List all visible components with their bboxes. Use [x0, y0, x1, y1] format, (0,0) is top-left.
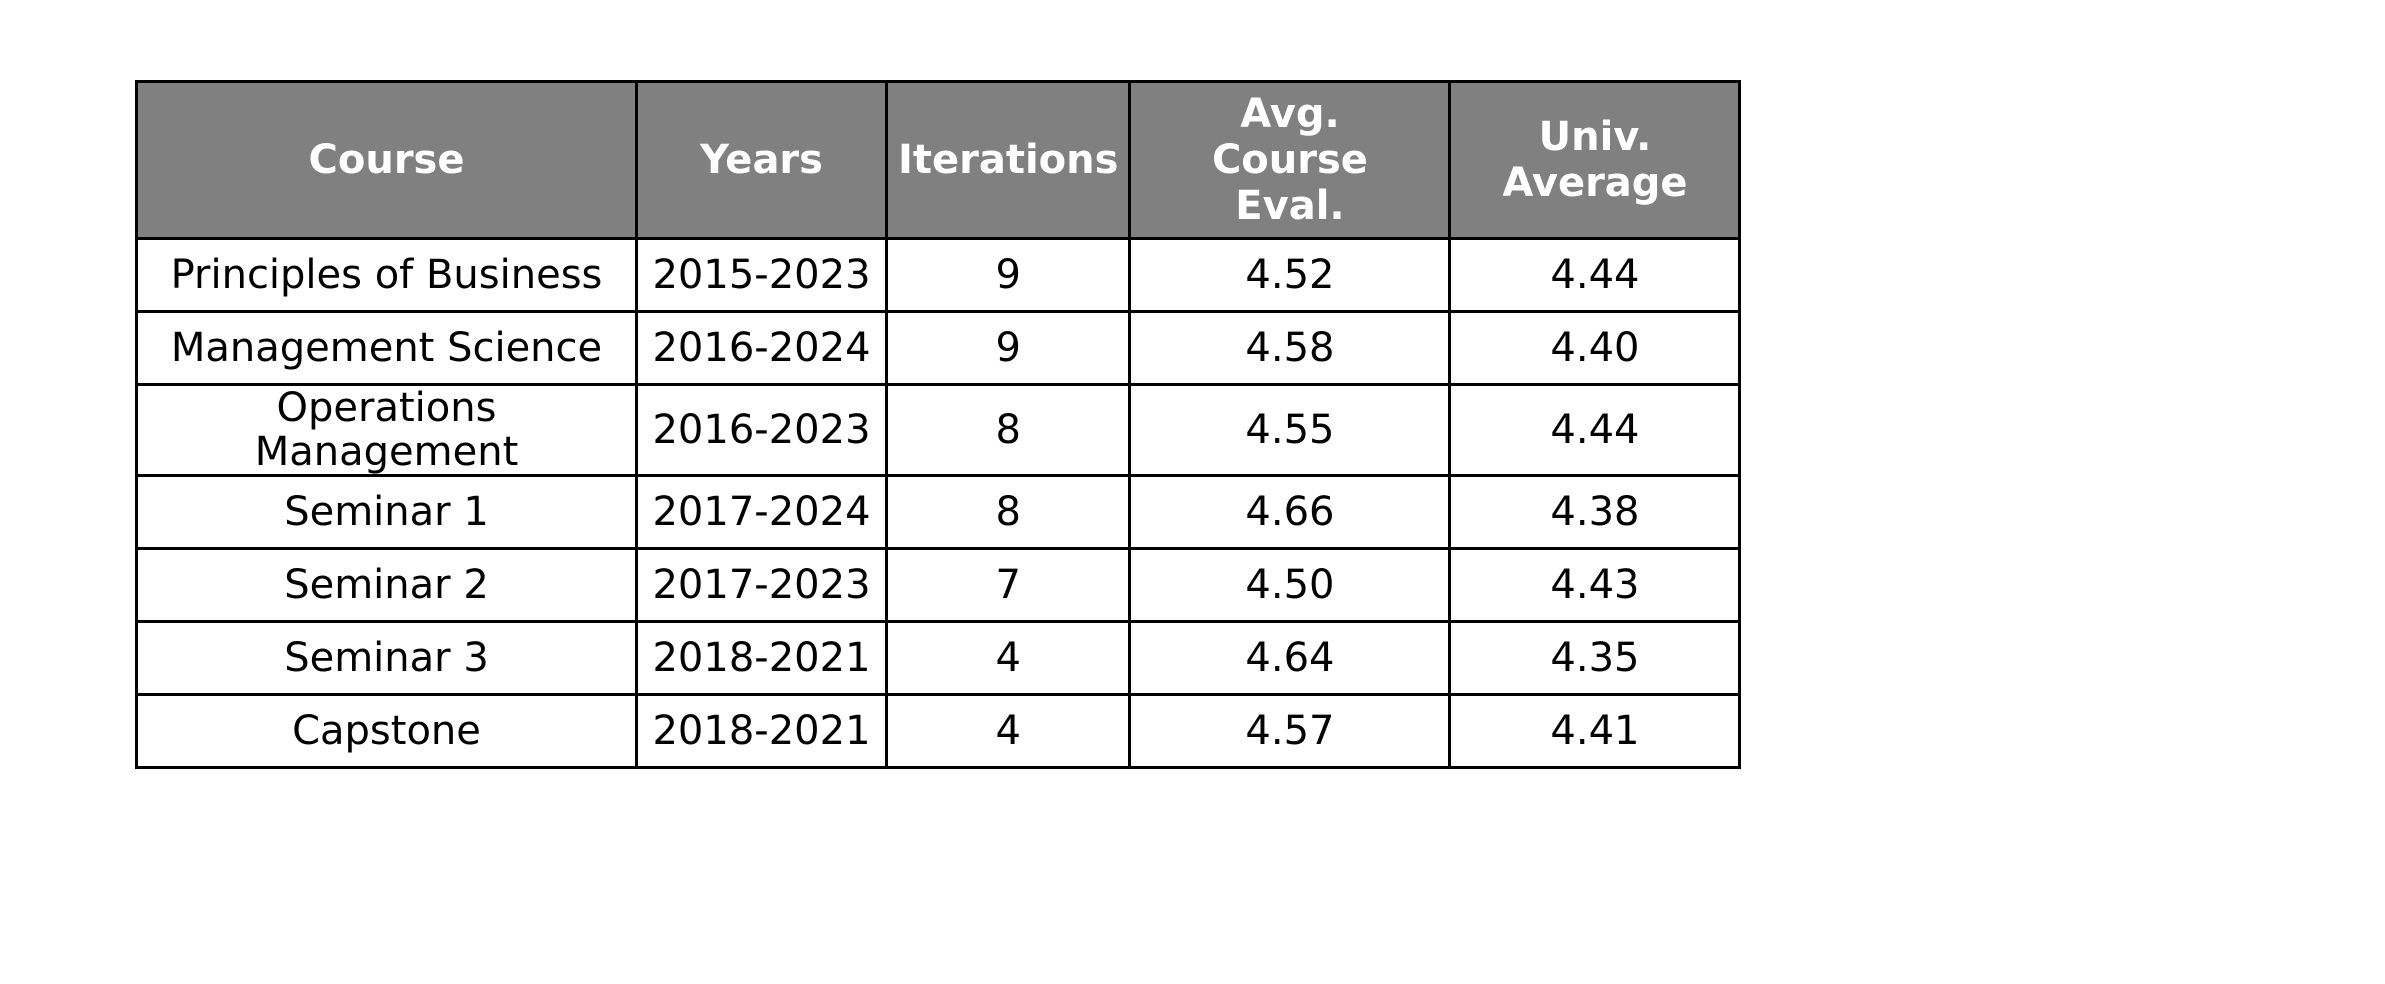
page: Course Years Iterations Avg.CourseEval. …: [0, 0, 2385, 984]
cell-eval: 4.52: [1130, 239, 1450, 312]
col-header-iterations: Iterations: [887, 82, 1130, 239]
col-header-univ: Univ.Average: [1450, 82, 1740, 239]
cell-course: Operations Management: [137, 385, 637, 476]
cell-iterations: 8: [887, 476, 1130, 549]
table-header-row: Course Years Iterations Avg.CourseEval. …: [137, 82, 1740, 239]
table-row: Seminar 1 2017-2024 8 4.66 4.38: [137, 476, 1740, 549]
cell-years: 2017-2023: [637, 549, 887, 622]
cell-years: 2016-2023: [637, 385, 887, 476]
cell-iterations: 4: [887, 695, 1130, 768]
table-header: Course Years Iterations Avg.CourseEval. …: [137, 82, 1740, 239]
col-header-course: Course: [137, 82, 637, 239]
cell-course: Management Science: [137, 312, 637, 385]
cell-eval: 4.50: [1130, 549, 1450, 622]
cell-years: 2017-2024: [637, 476, 887, 549]
cell-iterations: 8: [887, 385, 1130, 476]
cell-univ: 4.43: [1450, 549, 1740, 622]
cell-iterations: 9: [887, 239, 1130, 312]
cell-univ: 4.40: [1450, 312, 1740, 385]
col-header-years-label: Years: [648, 137, 875, 183]
cell-course: Seminar 1: [137, 476, 637, 549]
cell-eval: 4.66: [1130, 476, 1450, 549]
cell-univ: 4.44: [1450, 239, 1740, 312]
cell-eval: 4.55: [1130, 385, 1450, 476]
cell-iterations: 9: [887, 312, 1130, 385]
col-header-univ-label: Univ.Average: [1461, 114, 1728, 206]
course-evaluation-table: Course Years Iterations Avg.CourseEval. …: [135, 80, 1741, 769]
cell-iterations: 7: [887, 549, 1130, 622]
table-row: Seminar 3 2018-2021 4 4.64 4.35: [137, 622, 1740, 695]
cell-univ: 4.35: [1450, 622, 1740, 695]
cell-years: 2016-2024: [637, 312, 887, 385]
table-row: Principles of Business 2015-2023 9 4.52 …: [137, 239, 1740, 312]
cell-eval: 4.64: [1130, 622, 1450, 695]
cell-course: Capstone: [137, 695, 637, 768]
cell-years: 2018-2021: [637, 695, 887, 768]
table-body: Principles of Business 2015-2023 9 4.52 …: [137, 239, 1740, 768]
cell-univ: 4.38: [1450, 476, 1740, 549]
table-row: Seminar 2 2017-2023 7 4.50 4.43: [137, 549, 1740, 622]
cell-univ: 4.41: [1450, 695, 1740, 768]
col-header-eval: Avg.CourseEval.: [1130, 82, 1450, 239]
table-row: Operations Management 2016-2023 8 4.55 4…: [137, 385, 1740, 476]
col-header-eval-label: Avg.CourseEval.: [1141, 91, 1438, 229]
cell-years: 2018-2021: [637, 622, 887, 695]
cell-course: Seminar 3: [137, 622, 637, 695]
col-header-iterations-label: Iterations: [898, 137, 1118, 183]
cell-eval: 4.58: [1130, 312, 1450, 385]
table-row: Capstone 2018-2021 4 4.57 4.41: [137, 695, 1740, 768]
col-header-course-label: Course: [148, 137, 625, 183]
cell-years: 2015-2023: [637, 239, 887, 312]
cell-iterations: 4: [887, 622, 1130, 695]
table-row: Management Science 2016-2024 9 4.58 4.40: [137, 312, 1740, 385]
cell-eval: 4.57: [1130, 695, 1450, 768]
cell-univ: 4.44: [1450, 385, 1740, 476]
col-header-years: Years: [637, 82, 887, 239]
cell-course: Seminar 2: [137, 549, 637, 622]
cell-course: Principles of Business: [137, 239, 637, 312]
